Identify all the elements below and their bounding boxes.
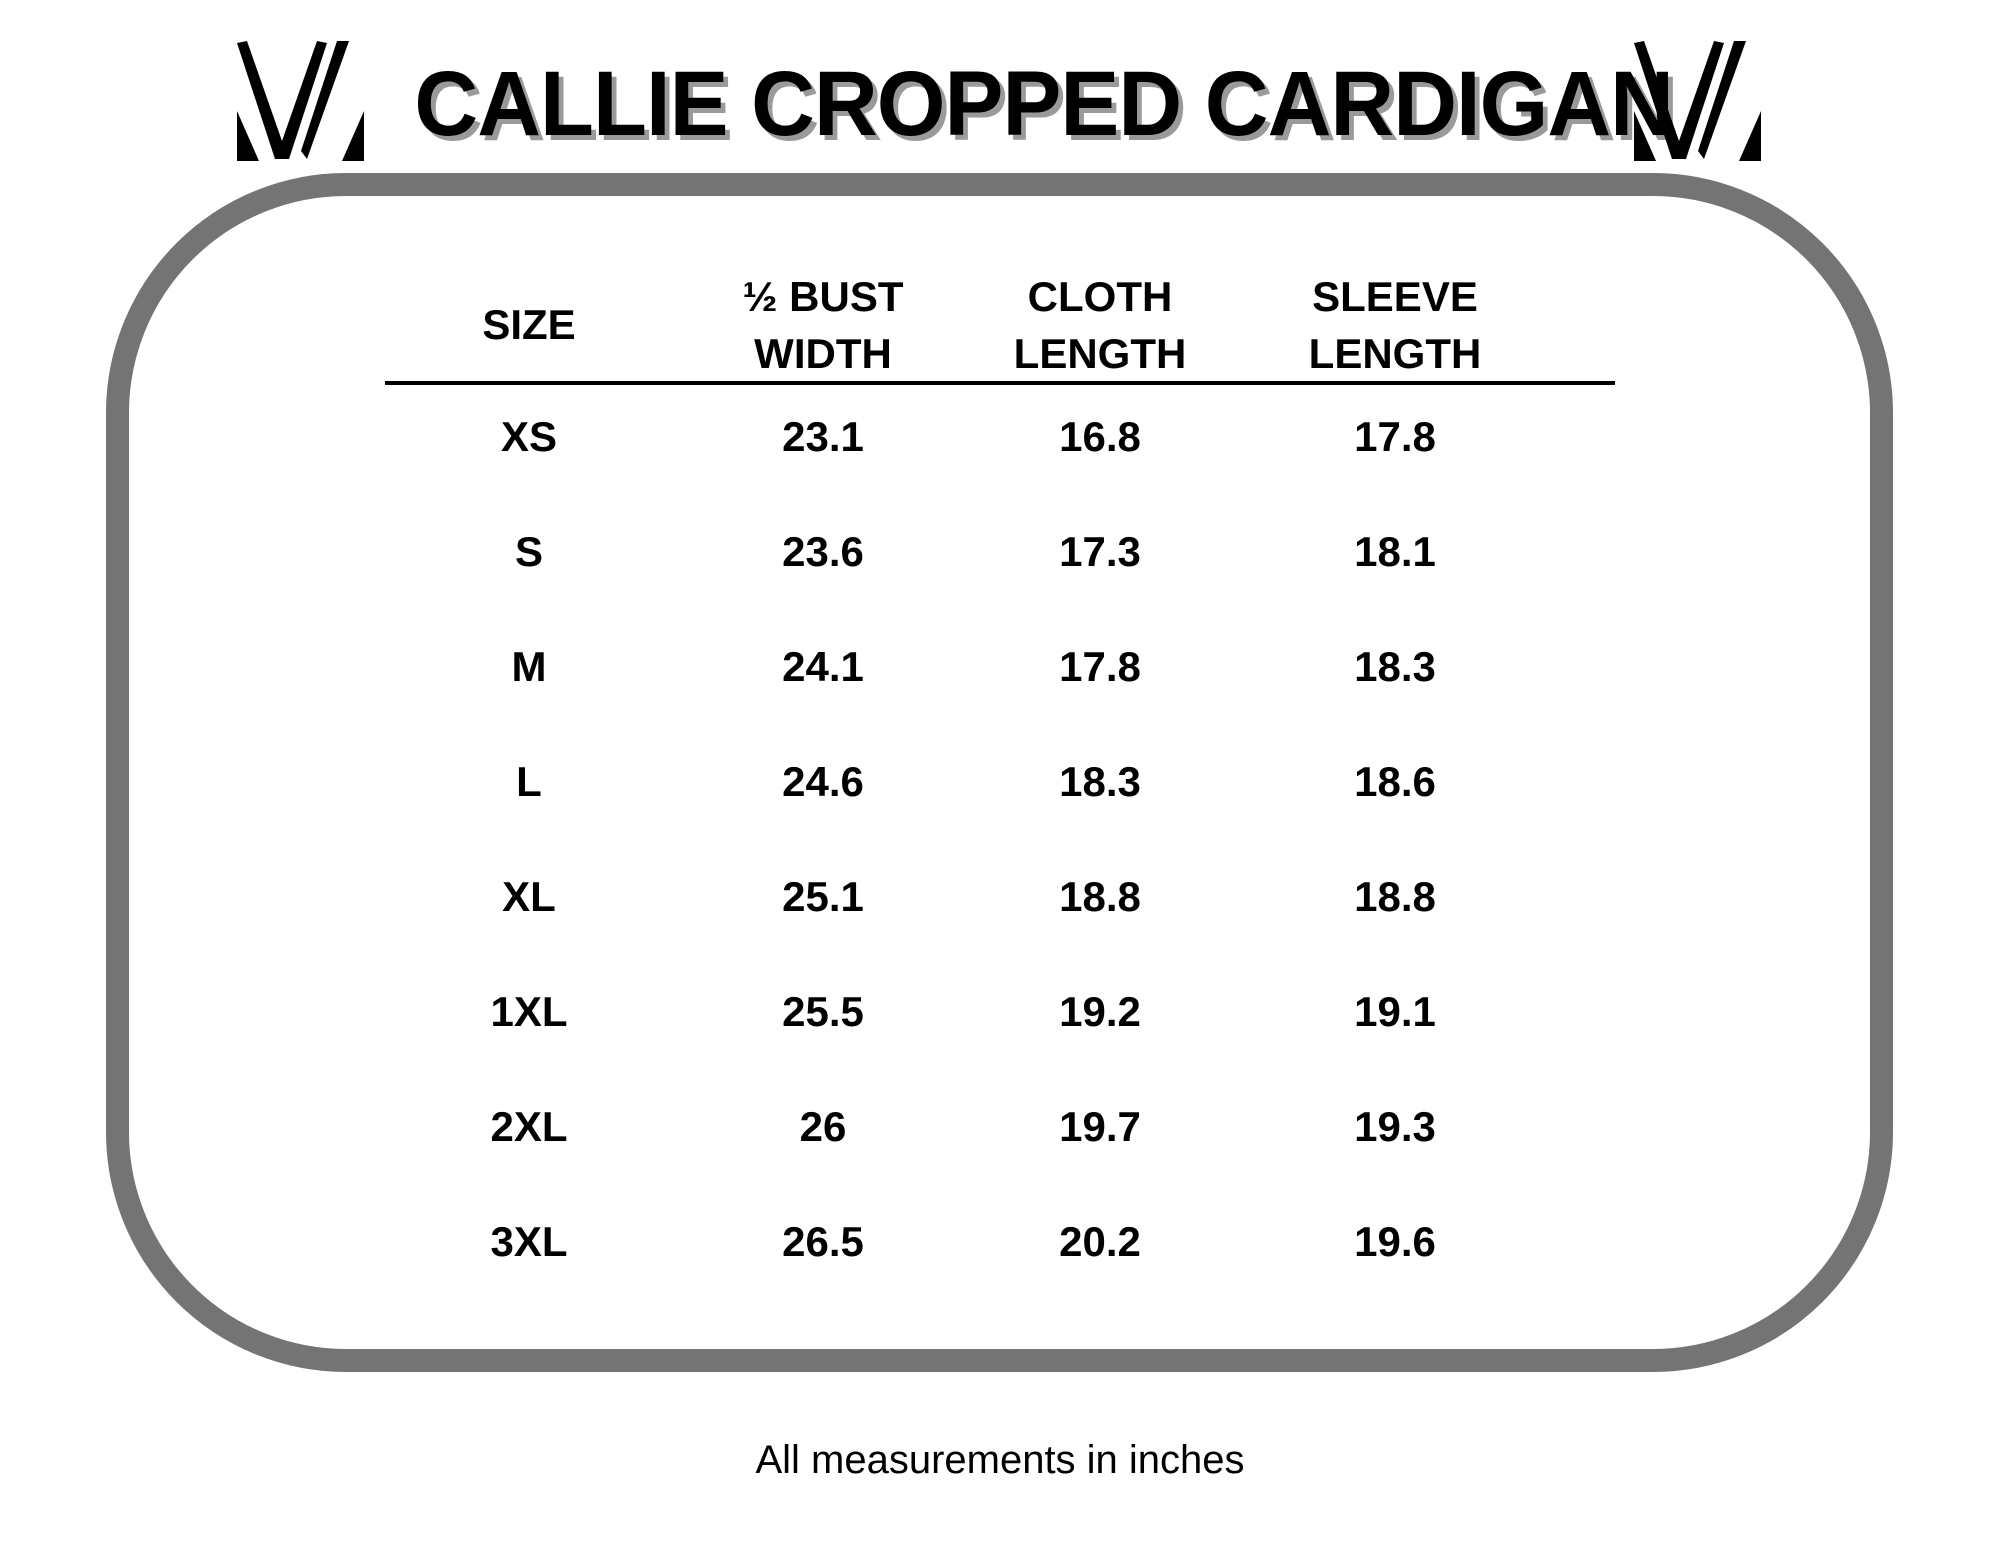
cell-bust-width: 25.5 xyxy=(782,988,864,1035)
cell-sleeve-length: 18.6 xyxy=(1354,758,1436,805)
v-monogram-logo-left xyxy=(237,41,364,161)
cell-cloth-length: 18.8 xyxy=(1059,873,1141,920)
cell-bust-width: 24.6 xyxy=(782,758,864,805)
cell-bust-width: 25.1 xyxy=(782,873,864,920)
header-line-2: LENGTH xyxy=(1308,330,1482,377)
header-line-2: LENGTH xyxy=(1013,330,1187,377)
cell-bust-width: 23.1 xyxy=(782,413,864,460)
cell-size: 1XL xyxy=(490,988,568,1035)
cell-size: XL xyxy=(502,873,556,920)
cell-sleeve-length: 18.1 xyxy=(1354,528,1436,575)
cell-cloth-length: 19.7 xyxy=(1059,1103,1141,1150)
cell-bust-width: 23.6 xyxy=(782,528,864,575)
cell-size: 3XL xyxy=(490,1218,568,1265)
size-chart-frame xyxy=(106,173,1893,1372)
column-header-cloth-length: CLOTH LENGTH xyxy=(1014,268,1187,382)
cell-cloth-length: 18.3 xyxy=(1059,758,1141,805)
column-header-sleeve-length: SLEEVE LENGTH xyxy=(1309,268,1482,382)
cell-cloth-length: 17.3 xyxy=(1059,528,1141,575)
cell-bust-width: 26 xyxy=(799,1103,847,1150)
header-divider xyxy=(385,381,1615,385)
cell-sleeve-length: 17.8 xyxy=(1354,413,1436,460)
cell-size: L xyxy=(516,758,542,805)
cell-size: M xyxy=(511,643,547,690)
header-line-1: CLOTH xyxy=(1027,273,1173,320)
header-line-1: ½ BUST xyxy=(742,273,904,320)
cell-bust-width: 26.5 xyxy=(782,1218,864,1265)
cell-size: S xyxy=(514,528,544,575)
cell-sleeve-length: 18.8 xyxy=(1354,873,1436,920)
header-line-2: WIDTH xyxy=(754,330,892,377)
column-header-size: SIZE xyxy=(482,268,575,353)
cell-size: XS xyxy=(500,413,558,460)
cell-sleeve-length: 18.3 xyxy=(1354,643,1436,690)
header-line-1: SLEEVE xyxy=(1312,273,1478,320)
footer-note: All measurements in inches xyxy=(755,1438,1245,1482)
header-line-1 xyxy=(482,268,575,296)
page-title: CALLIE CROPPED CARDIGAN xyxy=(414,53,1674,155)
cell-cloth-length: 20.2 xyxy=(1059,1218,1141,1265)
cell-bust-width: 24.1 xyxy=(782,643,864,690)
cell-sleeve-length: 19.1 xyxy=(1354,988,1436,1035)
cell-sleeve-length: 19.3 xyxy=(1354,1103,1436,1150)
cell-sleeve-length: 19.6 xyxy=(1354,1218,1436,1265)
column-header-bust-width: ½ BUST WIDTH xyxy=(742,268,903,382)
v-monogram-logo-right xyxy=(1634,41,1761,161)
cell-cloth-length: 19.2 xyxy=(1059,988,1141,1035)
header-line-2: SIZE xyxy=(482,301,576,348)
cell-size: 2XL xyxy=(490,1103,568,1150)
cell-cloth-length: 17.8 xyxy=(1059,643,1141,690)
cell-cloth-length: 16.8 xyxy=(1059,413,1141,460)
